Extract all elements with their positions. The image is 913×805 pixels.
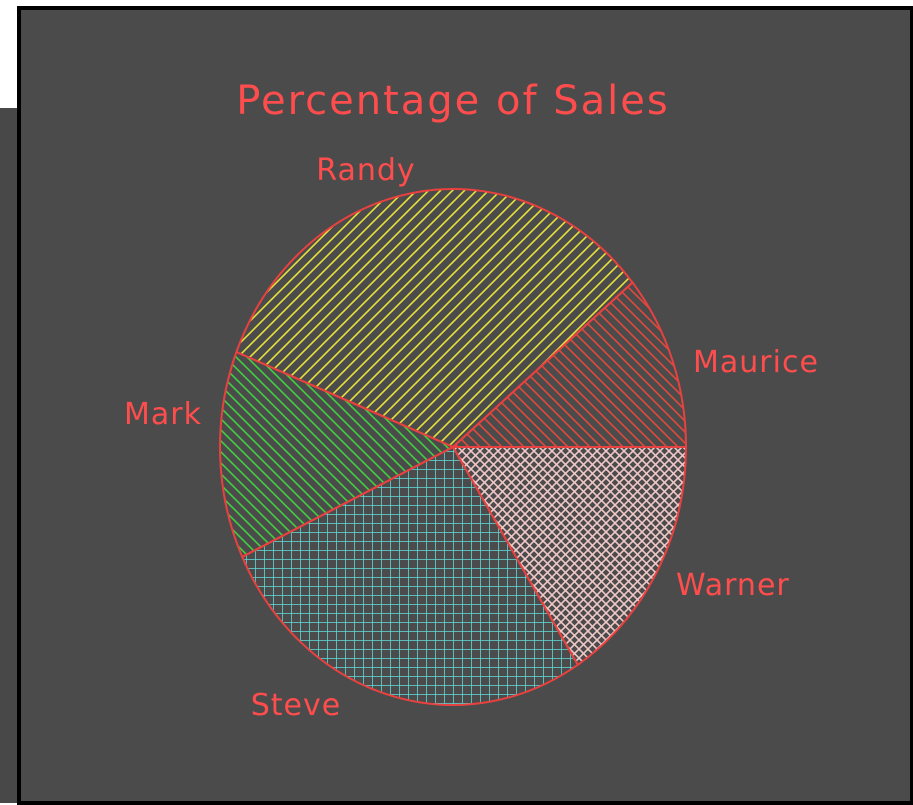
pie-slice-randy	[235, 188, 634, 449]
pie-slice-warner	[451, 446, 688, 667]
left-background-panel	[0, 108, 18, 803]
slice-label-maurice: Maurice	[693, 345, 819, 380]
slice-label-randy: Randy	[316, 153, 415, 188]
slice-label-steve: Steve	[251, 688, 341, 723]
chart-title: Percentage of Sales	[236, 78, 669, 124]
slice-label-mark: Mark	[124, 397, 202, 432]
chart-window: Maurice Randy Mark Steve Warner Percentage o…	[17, 6, 913, 805]
pie-slice-mark	[219, 350, 456, 559]
pie-slice-maurice	[450, 281, 688, 448]
pie-slice-steve	[240, 445, 580, 706]
pie-chart: Maurice Randy Mark Steve Warner Percentage o…	[124, 78, 819, 723]
slice-label-warner: Warner	[676, 568, 790, 603]
